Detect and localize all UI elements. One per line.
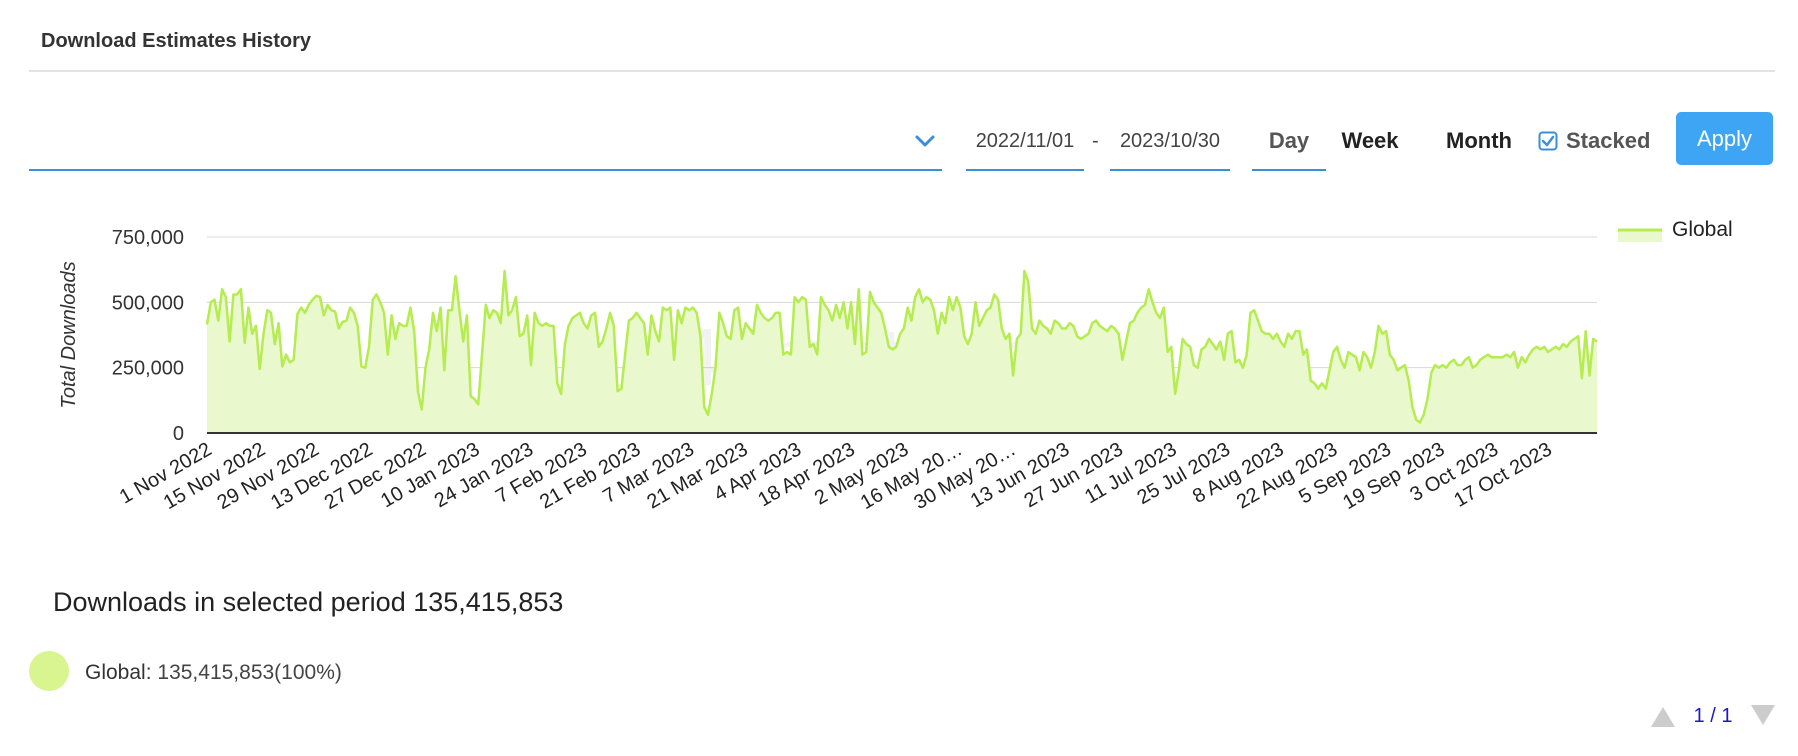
date-separator: - — [1092, 130, 1099, 152]
chevron-down-icon[interactable] — [908, 127, 942, 155]
date-end-input[interactable]: 2023/10/30 — [1110, 115, 1230, 171]
legend-swatch-fill — [1618, 230, 1662, 242]
app-selector-dropdown[interactable] — [29, 115, 942, 171]
series-line-global — [205, 269, 1598, 424]
apply-button[interactable]: Apply — [1676, 112, 1773, 165]
breakdown-row-global: Global: 135,415,853(100%) — [85, 661, 342, 685]
breakdown-value: 135,415,853(100%) — [157, 661, 342, 684]
title-divider — [29, 70, 1775, 72]
downloads-summary: Downloads in selected period 135,415,853 — [53, 587, 563, 618]
checkbox-checked-icon[interactable] — [1538, 131, 1558, 151]
series-area-global — [207, 271, 1597, 433]
legend-label-global[interactable]: Global — [1672, 218, 1733, 241]
y-tick-label: 750,000 — [112, 227, 184, 249]
period-week-button[interactable]: Week — [1341, 128, 1399, 153]
summary-value: 135,415,853 — [413, 587, 564, 617]
y-axis-title: Total Downloads — [58, 261, 80, 408]
stacked-toggle[interactable]: Stacked — [1538, 126, 1650, 156]
pager-down-icon[interactable] — [1751, 705, 1775, 725]
breakdown-label: Global: — [85, 661, 152, 684]
stacked-label: Stacked — [1566, 128, 1651, 153]
pager: 1 / 1 — [1651, 705, 1775, 727]
global-color-dot — [29, 651, 69, 691]
y-tick-label: 0 — [173, 423, 184, 445]
date-start-input[interactable]: 2022/11/01 — [966, 115, 1084, 171]
period-day-button[interactable]: Day — [1252, 115, 1326, 171]
pager-text: 1 / 1 — [1694, 705, 1733, 727]
pager-up-icon[interactable] — [1651, 707, 1675, 727]
period-month-button[interactable]: Month — [1446, 128, 1512, 153]
y-tick-label: 250,000 — [112, 358, 184, 380]
y-tick-label: 500,000 — [112, 292, 184, 314]
page-title: Download Estimates History — [41, 30, 312, 52]
summary-label: Downloads in selected period — [53, 587, 406, 617]
